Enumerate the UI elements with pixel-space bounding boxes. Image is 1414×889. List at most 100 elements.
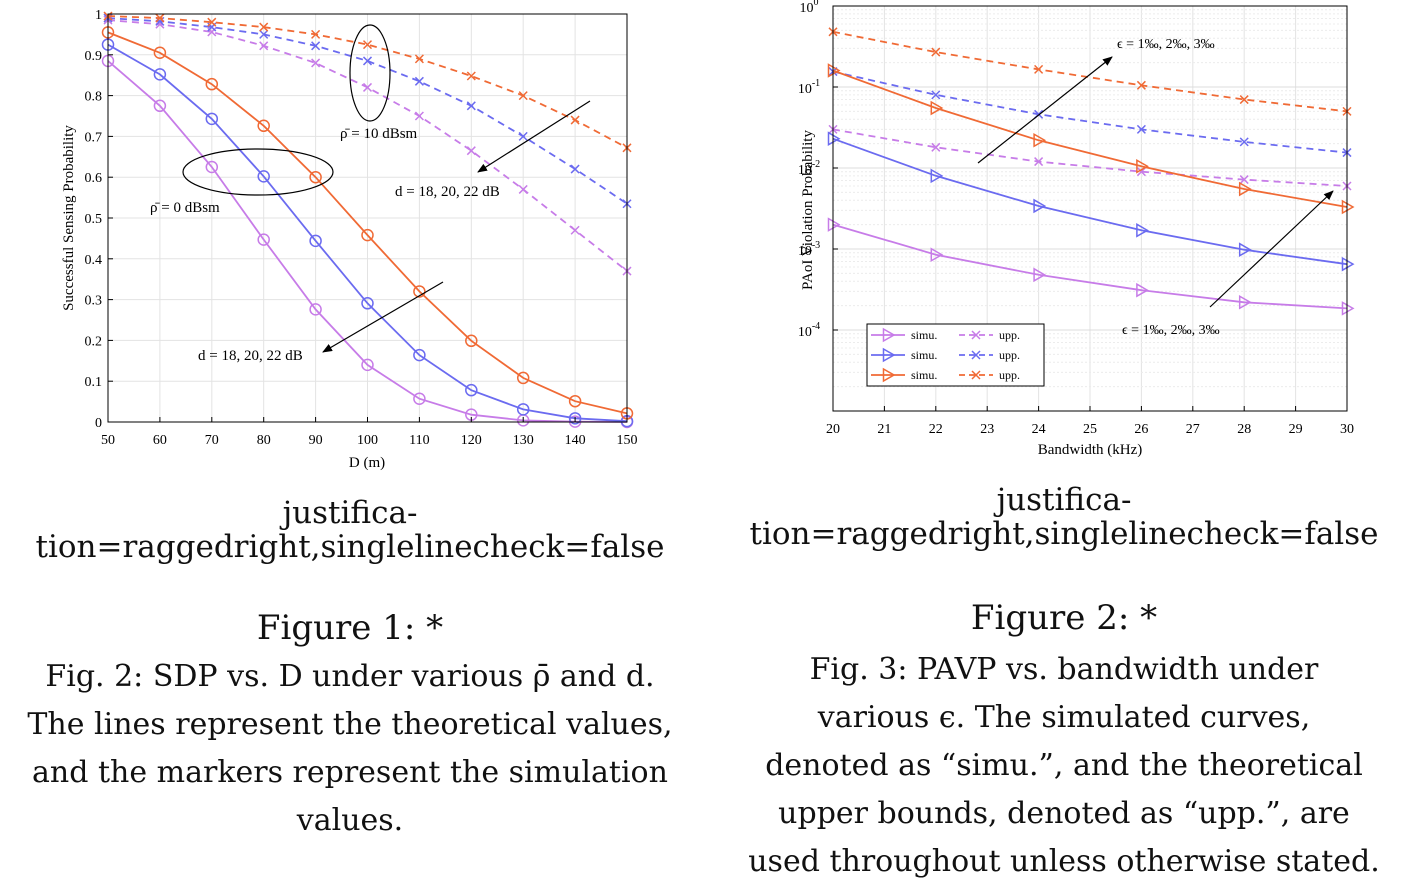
- chart2-legend-label: upp.: [999, 328, 1020, 342]
- chart1-data-point: [257, 233, 270, 246]
- fig1-caption-line3: and the markers represent the simulation: [32, 755, 668, 790]
- chart1-x-tick-label: 120: [461, 433, 482, 448]
- chart1-x-axis-label: D (m): [349, 455, 385, 471]
- chart1-y-tick-label: 0.6: [85, 171, 103, 186]
- chart1-data-point: [362, 56, 373, 66]
- chart1-data-point: [153, 46, 167, 60]
- fig2-caption-line3: denoted as “simu.”, and the theoretical: [765, 748, 1363, 783]
- chart2-legend-marker: [971, 330, 981, 340]
- chart1-data-point: [465, 334, 478, 348]
- chart2-data-point: [1239, 95, 1249, 105]
- chart2-series: [827, 27, 1355, 316]
- chart1-data-point: [570, 164, 580, 174]
- chart1-x-tick-label: 130: [513, 433, 534, 448]
- chart1-data-point: [570, 225, 580, 235]
- chart2-data-point: [1238, 242, 1252, 258]
- chart1-y-tick-label: 1: [95, 8, 102, 23]
- chart2-x-tick-label: 28: [1237, 422, 1251, 437]
- chart1-y-tick-label: 0.3: [85, 294, 103, 309]
- chart2-data-point: [931, 142, 941, 152]
- fig1-caption-line1: Fig. 2: SDP vs. D under various ρ̄ and d…: [45, 659, 655, 694]
- chart1-data-point: [311, 29, 321, 39]
- chart1-series-line: [107, 15, 628, 149]
- chart1-arrow-lower: [322, 281, 444, 353]
- chart2-x-tick-label: 23: [980, 422, 994, 437]
- chart2-x-tick-label: 21: [877, 422, 891, 437]
- chart1-x-tick-label: 70: [205, 433, 219, 448]
- chart1-data-point: [570, 115, 580, 125]
- chart2-data-point: [827, 217, 841, 232]
- chart2-y-tick-label: 10-3: [798, 240, 820, 259]
- chart2-x-tick-label: 20: [826, 422, 840, 437]
- chart2-x-tick-label: 30: [1340, 422, 1354, 437]
- chart1-x-tick-label: 100: [357, 433, 378, 448]
- chart2-legend-marker: [971, 350, 981, 360]
- fig1-caption-line4: values.: [296, 803, 404, 838]
- chart1-data-point: [153, 68, 167, 81]
- chart2-legend-label: simu.: [911, 348, 937, 362]
- chart2-legend: simu. upp. simu. upp. simu. upp.: [866, 323, 1045, 387]
- chart1-annotation-d-upper: d = 18, 20, 22 dB: [395, 184, 500, 200]
- chart2-ticks: 20 21 22 23 24 25 26 27 28 29 30 100 10-1 10-2 10-3 10-…: [798, 0, 1354, 437]
- chart2-data-point: [1238, 294, 1252, 310]
- chart2-annotation-eps-top: ϵ = 1‰, 2‰, 3‰: [1117, 37, 1215, 52]
- chart1-data-point: [311, 58, 321, 68]
- chart1-annotation-rho10: ρ̄ = 10 dBsm: [340, 126, 418, 142]
- chart1-data-point: [309, 170, 322, 184]
- fig1-artifact-line2: tion=raggedright,singlelinecheck=false: [35, 529, 665, 565]
- chart2-data-point: [1136, 80, 1146, 90]
- chart2-series-line: [832, 30, 1348, 113]
- chart1-annotation-d-lower: d = 18, 20, 22 dB: [198, 348, 303, 364]
- chart1-y-axis-label: Successful Sensing Probability: [61, 125, 77, 311]
- chart1-data-point: [259, 22, 269, 32]
- chart2-data-point: [930, 100, 944, 116]
- chart2-y-tick-label: 100: [800, 0, 819, 16]
- chart2-data-point: [1033, 132, 1047, 148]
- chart1-y-tick-label: 0.1: [85, 375, 103, 390]
- chart2-series-line: [832, 70, 1348, 154]
- chart2-data-point: [1136, 158, 1149, 174]
- chart2-legend-marker: [882, 367, 896, 383]
- chart2-arrow-upper: [977, 56, 1113, 164]
- chart1-y-tick-label: 0.5: [85, 212, 103, 227]
- fig1-label: Figure 1: *: [256, 608, 444, 648]
- chart1-x-tick-label: 110: [409, 433, 429, 448]
- chart2-annotation-eps-bottom: ϵ = 1‰, 2‰, 3‰: [1122, 323, 1220, 338]
- chart1-data-point: [155, 13, 165, 23]
- chart1-data-point: [466, 146, 476, 156]
- chart-1: 50 60 70 80 90 100 110 120 130 140 150 0 0.1 0.2 0.3 0.…: [61, 8, 638, 471]
- fig2-label: Figure 2: *: [970, 598, 1158, 638]
- fig2-caption-line4: upper bounds, denoted as “upp.”, are: [778, 796, 1350, 831]
- chart2-data-point: [1341, 301, 1355, 316]
- chart2-x-tick-label: 26: [1134, 422, 1148, 437]
- chart1-grid: [107, 13, 628, 423]
- chart1-annotation-rho0: ρ̄ = 0 dBsm: [150, 200, 220, 216]
- chart2-x-tick-label: 25: [1083, 422, 1097, 437]
- chart1-series-line: [107, 31, 628, 415]
- chart1-ticks: 50 60 70 80 90 100 110 120 130 140 150 0 0.1 0.2 0.3 0.…: [85, 8, 638, 448]
- chart2-data-point: [1034, 157, 1044, 167]
- chart1-y-tick-label: 0.8: [85, 90, 103, 105]
- chart2-data-point: [1033, 198, 1047, 214]
- chart2-y-tick-label: 10-1: [798, 78, 820, 97]
- chart1-data-point: [466, 71, 476, 81]
- chart2-data-point: [930, 168, 944, 184]
- chart1-data-point: [413, 348, 426, 362]
- chart1-data-point: [205, 160, 219, 174]
- chart1-data-point: [361, 297, 374, 310]
- chart2-legend-marker: [971, 370, 981, 380]
- chart2-data-point: [1239, 175, 1249, 185]
- chart2-data-point: [1341, 199, 1355, 215]
- chart1-x-tick-label: 50: [101, 433, 115, 448]
- chart1-data-point: [361, 358, 374, 372]
- chart1-data-point: [414, 54, 424, 64]
- chart-2: 20 21 22 23 24 25 26 27 28 29 30 100 10-1 10-2 10-3 10-…: [798, 0, 1355, 458]
- chart1-data-point: [257, 119, 270, 133]
- chart1-data-point: [568, 394, 582, 408]
- chart1-series: [101, 11, 634, 429]
- chart2-y-tick-label: 10-4: [798, 321, 820, 340]
- fig1-caption-artifact: justifica- tion=raggedright,singlelinech…: [0, 496, 700, 564]
- fig2-artifact-line1: justifica-: [996, 482, 1132, 518]
- chart2-legend-label: simu.: [911, 368, 937, 382]
- fig1-caption: Fig. 2: SDP vs. D under various ρ̄ and d…: [0, 653, 700, 845]
